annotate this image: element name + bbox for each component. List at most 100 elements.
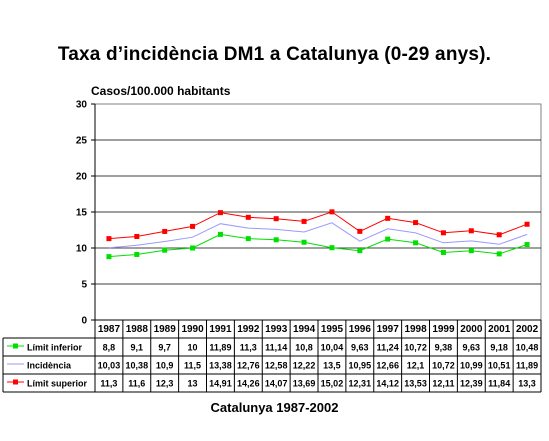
data-label: 12,3 bbox=[156, 379, 174, 389]
data-point bbox=[217, 210, 223, 216]
data-table: 1987 1988 1989 1990 1991 1992 1993 1994 1995 1996… bbox=[2, 319, 542, 393]
data-label: 10,04 bbox=[321, 343, 344, 353]
data-point bbox=[301, 239, 307, 245]
data-point bbox=[329, 209, 335, 215]
data-point bbox=[357, 248, 363, 254]
data-label: 11,14 bbox=[265, 343, 287, 353]
data-label: 10,38 bbox=[126, 361, 149, 371]
data-label: 10,8 bbox=[295, 343, 313, 353]
data-point bbox=[162, 228, 168, 234]
data-label: 10,72 bbox=[404, 343, 427, 353]
y-tick-label: 15 bbox=[76, 208, 88, 219]
data-label: 13,3 bbox=[518, 379, 536, 389]
data-label: 13,5 bbox=[323, 361, 341, 371]
data-label: 11,6 bbox=[128, 379, 145, 389]
data-label: 9,18 bbox=[490, 343, 508, 353]
data-point bbox=[245, 214, 251, 220]
data-point bbox=[440, 230, 446, 236]
data-label: 11,3 bbox=[240, 343, 257, 353]
data-label: 12,1 bbox=[407, 361, 425, 371]
data-label: 14,12 bbox=[376, 379, 399, 389]
data-label: 11,5 bbox=[184, 361, 201, 371]
data-label: 9,63 bbox=[463, 343, 481, 353]
data-label: 12,11 bbox=[432, 379, 454, 389]
data-label: 9,7 bbox=[158, 343, 171, 353]
data-label: 11,89 bbox=[209, 343, 231, 353]
data-label: 10,9 bbox=[156, 361, 174, 371]
data-point bbox=[134, 233, 140, 239]
data-label: 12,58 bbox=[265, 361, 288, 371]
data-point bbox=[385, 236, 391, 242]
data-point bbox=[106, 236, 112, 242]
data-point bbox=[357, 228, 363, 234]
data-label: 14,91 bbox=[209, 379, 232, 389]
data-label: 10,99 bbox=[460, 361, 483, 371]
data-label: 10,03 bbox=[98, 361, 121, 371]
data-point bbox=[134, 251, 140, 257]
data-point bbox=[162, 247, 168, 253]
series-line-0 bbox=[108, 233, 528, 258]
data-point bbox=[245, 236, 251, 242]
data-label: 13,53 bbox=[404, 379, 427, 389]
x-tick-label: 1994 bbox=[293, 324, 316, 335]
x-tick-label: 1987 bbox=[98, 324, 121, 335]
data-point bbox=[217, 231, 223, 237]
data-point bbox=[273, 216, 279, 222]
grid-lines bbox=[94, 103, 542, 321]
data-point bbox=[273, 237, 279, 243]
data-label: 10,48 bbox=[516, 343, 539, 353]
legend-entry: Límit inferior bbox=[27, 343, 82, 353]
data-label: 11,24 bbox=[377, 343, 399, 353]
x-tick-label: 1988 bbox=[126, 324, 149, 335]
data-point bbox=[524, 221, 530, 227]
chart-caption: Catalunya 1987-2002 bbox=[210, 400, 339, 415]
data-point bbox=[301, 218, 307, 224]
data-point bbox=[468, 228, 474, 234]
x-tick-label: 1991 bbox=[209, 324, 232, 335]
data-label: 10 bbox=[188, 343, 198, 353]
data-point bbox=[496, 232, 502, 238]
x-tick-label: 1990 bbox=[181, 324, 204, 335]
x-tick-label: 1998 bbox=[404, 324, 427, 335]
data-label: 9,38 bbox=[435, 343, 453, 353]
x-tick-label: 1993 bbox=[265, 324, 288, 335]
data-label: 12,39 bbox=[460, 379, 483, 389]
data-label: 14,26 bbox=[237, 379, 260, 389]
data-label: 12,66 bbox=[376, 361, 399, 371]
axes: 0 5 10 15 20 25 30 bbox=[76, 100, 96, 327]
data-label: 9,1 bbox=[131, 343, 144, 353]
data-label: 8,8 bbox=[103, 343, 116, 353]
x-tick-label: 2002 bbox=[516, 324, 539, 335]
data-point bbox=[190, 245, 196, 251]
data-point bbox=[329, 245, 335, 251]
x-tick-label: 2001 bbox=[488, 324, 511, 335]
data-point bbox=[106, 254, 112, 260]
data-point bbox=[385, 215, 391, 221]
data-label: 13,69 bbox=[293, 379, 316, 389]
x-tick-label: 1997 bbox=[377, 324, 400, 335]
y-axis-label: Casos/100.000 habitants bbox=[91, 84, 231, 98]
data-label: 13 bbox=[188, 379, 198, 389]
data-point bbox=[190, 223, 196, 229]
data-label: 11,89 bbox=[516, 361, 538, 371]
legend-entry: Límit superior bbox=[27, 379, 88, 389]
y-tick-label: 20 bbox=[76, 172, 88, 183]
data-point bbox=[440, 249, 446, 255]
x-tick-label: 1992 bbox=[237, 324, 260, 335]
y-tick-label: 5 bbox=[81, 280, 87, 291]
data-label: 13,38 bbox=[209, 361, 232, 371]
data-label: 12,22 bbox=[293, 361, 316, 371]
data-label: 10,51 bbox=[488, 361, 511, 371]
data-label: 12,76 bbox=[237, 361, 260, 371]
legend-entry: Incidència bbox=[27, 361, 72, 371]
data-label: 11,84 bbox=[488, 379, 510, 389]
y-tick-label: 0 bbox=[81, 316, 87, 327]
data-label: 15,02 bbox=[321, 379, 344, 389]
x-tick-label: 1999 bbox=[432, 324, 455, 335]
data-label: 12,31 bbox=[349, 379, 372, 389]
x-tick-label: 1996 bbox=[349, 324, 372, 335]
data-label: 10,72 bbox=[432, 361, 455, 371]
series-line-2 bbox=[108, 211, 528, 240]
series-line-1 bbox=[108, 222, 528, 249]
